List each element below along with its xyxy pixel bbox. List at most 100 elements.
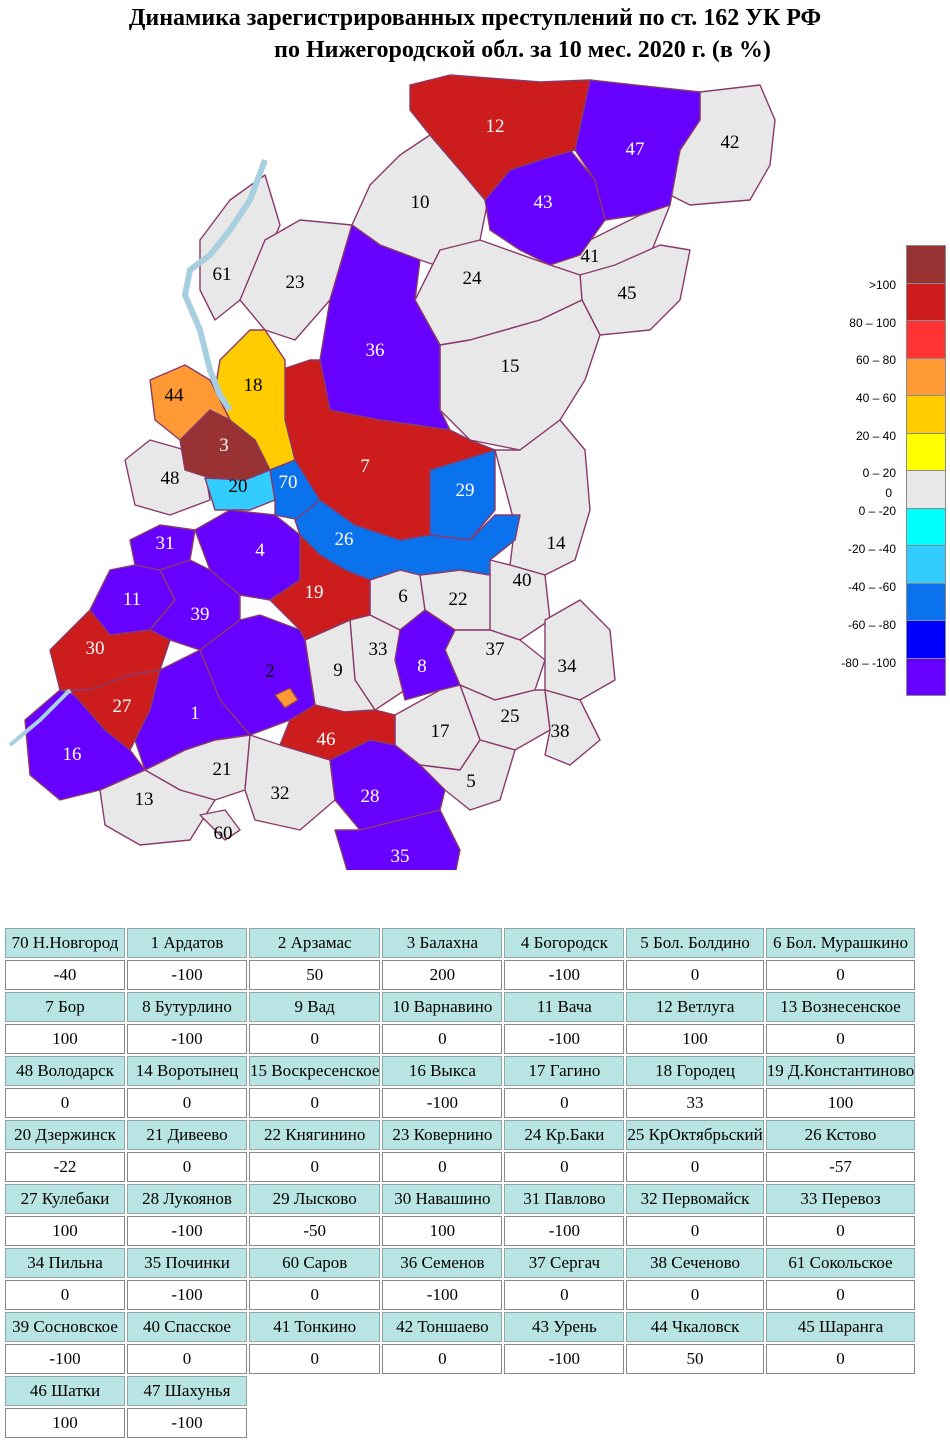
district-value-cell: -100 <box>127 1280 247 1310</box>
district-name-cell: 25 КрОктябрьский <box>626 1120 764 1150</box>
district-value-cell: 0 <box>127 1088 247 1118</box>
district-26[interactable] <box>294 499 521 581</box>
district-label-12: 12 <box>486 116 505 137</box>
district-label-10: 10 <box>411 192 430 213</box>
district-14[interactable] <box>494 419 591 576</box>
district-value-cell: 0 <box>249 1024 381 1054</box>
district-13[interactable] <box>99 769 216 846</box>
district-name-cell: 38 Сеченово <box>626 1248 764 1278</box>
legend <box>906 245 946 696</box>
district-value-cell: 100 <box>626 1024 764 1054</box>
district-label-14: 14 <box>547 533 567 554</box>
district-value-cell: 0 <box>504 1152 625 1182</box>
district-name-cell: 17 Гагино <box>504 1056 625 1086</box>
table-header-row: 34 Пильна 35 Починки 60 Саров 36 Семенов 37 … <box>5 1248 916 1278</box>
district-name-cell: 12 Ветлуга <box>626 992 764 1022</box>
arzamas-urban[interactable] <box>274 687 299 709</box>
district-label-15: 15 <box>501 356 520 377</box>
district-47[interactable] <box>574 79 701 221</box>
title-line-2: по Нижегородской обл. за 10 мес. 2020 г.… <box>274 37 771 63</box>
district-value-cell: 100 <box>5 1216 125 1246</box>
legend-label: 0 <box>885 486 892 500</box>
district-8[interactable] <box>394 609 461 701</box>
district-name-cell: 39 Сосновское <box>5 1312 125 1342</box>
district-27[interactable] <box>69 669 161 751</box>
district-value-cell: 0 <box>5 1280 125 1310</box>
district-12[interactable] <box>409 74 591 201</box>
district-name-cell: 28 Лукоянов <box>127 1184 247 1214</box>
district-name-cell: 60 Саров <box>249 1248 381 1278</box>
district-value-cell: -100 <box>504 1344 625 1374</box>
district-label-16: 16 <box>63 744 82 765</box>
district-name-cell: 27 Кулебаки <box>5 1184 125 1214</box>
district-value-cell: 0 <box>626 960 764 990</box>
district-label-48: 48 <box>161 468 180 489</box>
district-46[interactable] <box>279 704 396 761</box>
district-value-cell: 0 <box>504 1280 625 1310</box>
district-label-40: 40 <box>513 570 532 591</box>
district-16[interactable] <box>24 689 146 801</box>
district-name-cell: 70 Н.Новгород <box>5 928 125 958</box>
legend-label: 80 – 100 <box>849 316 896 330</box>
empty-cell <box>626 1408 763 1438</box>
table-value-row: 100 -100 0 0 -100 100 0 <box>5 1024 916 1054</box>
district-value-cell: 0 <box>765 1280 916 1310</box>
district-label-27: 27 <box>113 696 132 717</box>
district-value-cell: -100 <box>127 1024 247 1054</box>
title-line-1: Динамика зарегистрированных преступлений… <box>128 5 822 31</box>
map-title: Динамика зарегистрированных преступлений… <box>0 2 950 66</box>
district-value-cell: 0 <box>5 1088 125 1118</box>
district-label-30: 30 <box>86 638 105 659</box>
legend-swatch-gt100 <box>906 245 946 283</box>
table-header-row: 46 Шатки 47 Шахунья <box>5 1376 915 1406</box>
district-label-28: 28 <box>361 786 380 807</box>
district-name-cell: 20 Дзержинск <box>5 1120 125 1150</box>
district-name-cell: 48 Володарск <box>5 1056 125 1086</box>
district-label-32: 32 <box>271 783 290 804</box>
district-label-60: 60 <box>214 823 233 844</box>
district-name-cell: 37 Сергач <box>504 1248 625 1278</box>
district-29[interactable] <box>429 449 496 541</box>
district-value-cell: 0 <box>382 1344 503 1374</box>
district-name-cell: 36 Семенов <box>382 1248 503 1278</box>
district-value-cell: 100 <box>765 1088 916 1118</box>
district-label-26: 26 <box>335 529 354 550</box>
table-header-row: 48 Володарск 14 Воротынец 15 Воскресенское… <box>5 1056 916 1086</box>
district-name-cell: 30 Навашино <box>382 1184 503 1214</box>
legend-swatch-m40-60 <box>906 582 946 620</box>
district-name-cell: 8 Бутурлино <box>127 992 247 1022</box>
district-38[interactable] <box>544 689 601 766</box>
district-name-cell: 18 Городец <box>626 1056 764 1086</box>
empty-cell <box>504 1376 624 1406</box>
district-44[interactable] <box>149 364 231 441</box>
district-15[interactable] <box>439 299 601 451</box>
district-name-cell: 16 Выкса <box>382 1056 503 1086</box>
district-value-cell: 0 <box>249 1152 381 1182</box>
district-label-41: 41 <box>581 246 600 267</box>
district-34[interactable] <box>544 599 616 701</box>
district-label-4: 4 <box>255 540 265 561</box>
district-label-29: 29 <box>456 480 475 501</box>
district-35[interactable] <box>334 809 461 870</box>
empty-cell <box>249 1376 380 1406</box>
district-name-cell: 46 Шатки <box>5 1376 125 1406</box>
district-name-cell: 19 Д.Константиново <box>765 1056 916 1086</box>
district-60[interactable] <box>199 809 241 841</box>
district-value-cell: 200 <box>382 960 503 990</box>
district-label-47: 47 <box>626 139 645 160</box>
table-header-row: 7 Бор 8 Бутурлино 9 Вад 10 Варнавино 11 Вача… <box>5 992 916 1022</box>
legend-swatch-m0-20 <box>906 507 946 545</box>
table-header-row: 27 Кулебаки 28 Лукоянов 29 Лысково 30 Наваш… <box>5 1184 916 1214</box>
empty-cell <box>504 1408 624 1438</box>
district-name-cell: 15 Воскресенское <box>249 1056 381 1086</box>
legend-swatch-20-40 <box>906 395 946 433</box>
empty-cell <box>382 1408 502 1438</box>
district-label-20: 20 <box>229 476 248 497</box>
district-5[interactable] <box>419 739 516 811</box>
district-label-33: 33 <box>369 639 388 660</box>
legend-swatch-0-20 <box>906 432 946 470</box>
district-name-cell: 41 Тонкино <box>249 1312 381 1342</box>
district-value-cell: -100 <box>382 1280 503 1310</box>
district-name-cell: 45 Шаранга <box>765 1312 916 1342</box>
district-value-cell: -100 <box>504 1024 625 1054</box>
